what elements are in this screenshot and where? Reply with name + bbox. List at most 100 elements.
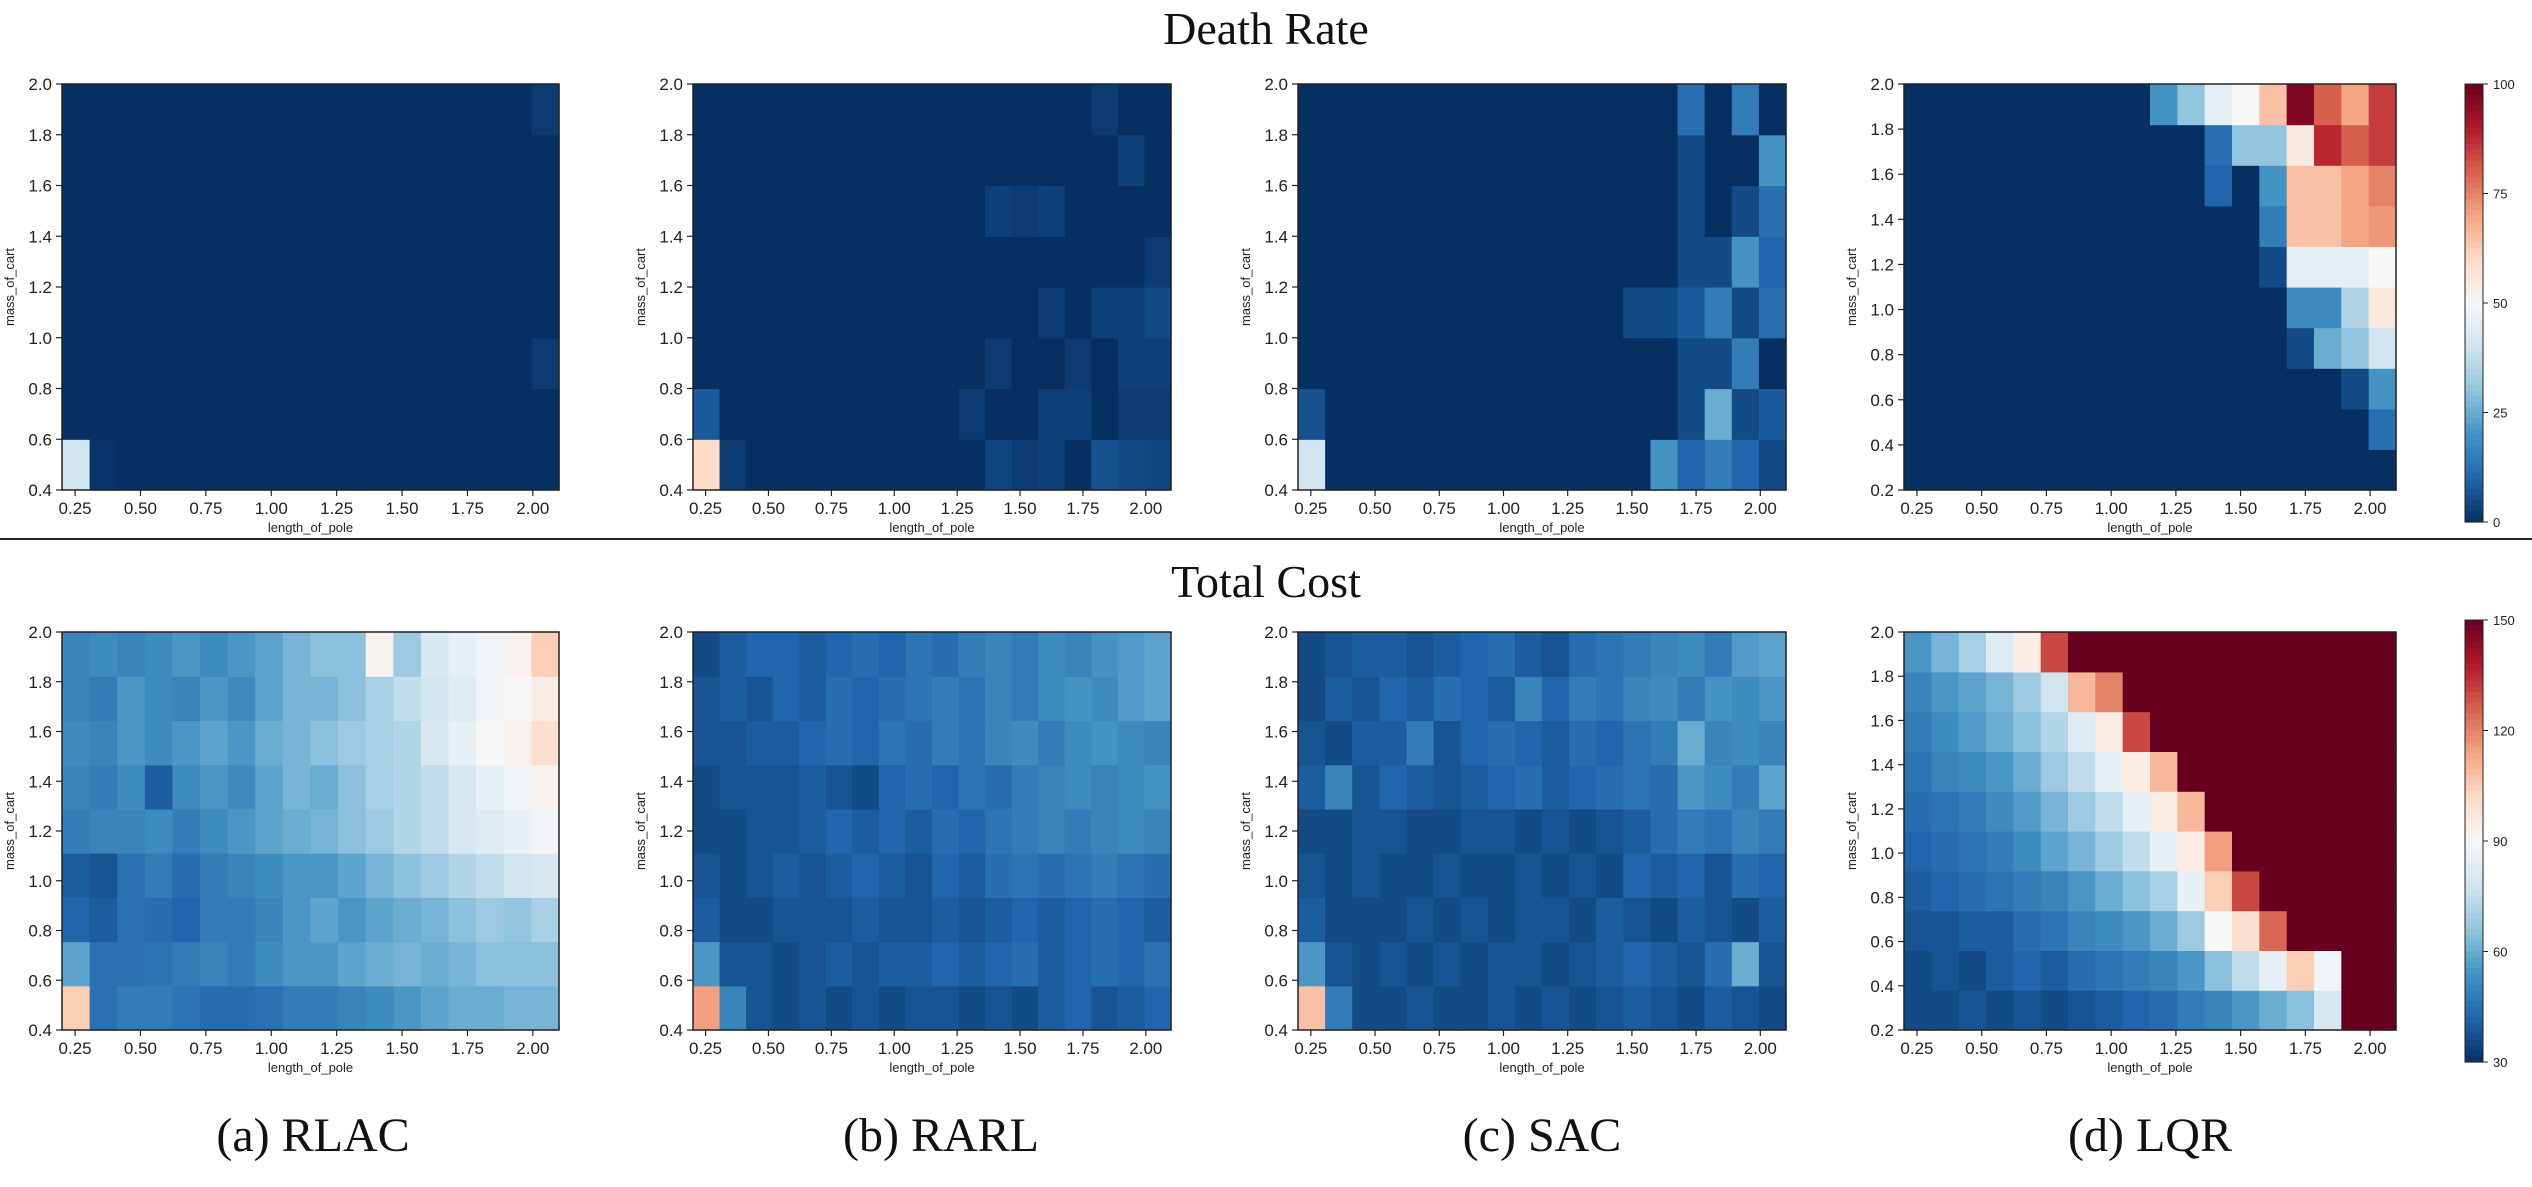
colorbar-segment xyxy=(2465,500,2483,507)
heatmap-cell xyxy=(172,720,201,766)
heatmap-cell xyxy=(1904,711,1932,752)
colorbar-segment xyxy=(2465,472,2483,479)
heatmap-cell xyxy=(1758,720,1787,766)
heatmap-cell xyxy=(338,287,367,339)
heatmap-cell xyxy=(2122,791,2151,832)
heatmap-cell xyxy=(1677,941,1706,987)
heatmap-cell xyxy=(719,632,747,677)
heatmap-cell xyxy=(448,185,477,237)
colorbar-segment xyxy=(2465,813,2483,820)
heatmap-cell xyxy=(1704,388,1733,440)
colorbar-segment xyxy=(2465,879,2483,886)
heatmap-cell xyxy=(531,985,560,1031)
colorbar-tick-label: 30 xyxy=(2493,1055,2507,1070)
heatmap-cell xyxy=(1460,941,1489,987)
heatmap-cell xyxy=(338,236,367,288)
y-tick-label: 1.6 xyxy=(1264,723,1288,742)
heatmap-cell xyxy=(1986,910,2014,951)
heatmap-cell xyxy=(172,388,201,440)
colorbar-segment xyxy=(2465,642,2483,649)
heatmap-cell xyxy=(144,764,174,810)
colorbar-segment xyxy=(2465,934,2483,942)
heatmap-cell xyxy=(1460,676,1489,722)
heatmap-cell xyxy=(2341,990,2370,1031)
heatmap-cell xyxy=(2013,990,2042,1031)
y-tick-label: 0.6 xyxy=(659,971,683,990)
heatmap-cell xyxy=(2232,831,2260,872)
heatmap-cell xyxy=(200,84,229,136)
heatmap-cell xyxy=(1325,287,1353,339)
heatmap-cell xyxy=(310,337,339,390)
heatmap-cell xyxy=(1514,941,1543,987)
heatmap-cell xyxy=(448,439,477,491)
y-tick-label: 1.2 xyxy=(659,278,683,297)
y-tick-label: 0.4 xyxy=(1264,1021,1288,1040)
heatmap-cell xyxy=(1433,897,1462,943)
heatmap-cell xyxy=(2177,287,2206,329)
heatmap-cell xyxy=(1596,897,1624,943)
x-axis-label: length_of_pole xyxy=(2107,520,2192,535)
heatmap-cell xyxy=(1542,764,1570,810)
heatmap-cell xyxy=(825,337,853,390)
y-tick-label: 1.2 xyxy=(659,822,683,841)
heatmap-cell xyxy=(144,84,174,136)
heatmap-cell xyxy=(1542,897,1570,943)
heatmap-cell xyxy=(1758,337,1787,390)
heatmap-cell xyxy=(1677,853,1706,898)
heatmap-cell xyxy=(2259,910,2288,951)
y-tick-label: 1.0 xyxy=(28,872,52,891)
heatmap-cell xyxy=(1011,897,1039,943)
heatmap-cell xyxy=(420,439,450,491)
heatmap-cell xyxy=(985,185,1013,237)
heatmap-cell xyxy=(2259,246,2288,288)
heatmap-cell xyxy=(1298,236,1326,288)
colorbar-segment xyxy=(2465,281,2483,288)
colorbar-segment xyxy=(2465,719,2483,726)
heatmap-cell xyxy=(1352,808,1380,854)
y-axis-label: mass_of_cart xyxy=(1238,248,1253,326)
heatmap-cell xyxy=(1406,941,1435,987)
heatmap-cell xyxy=(719,941,747,987)
heatmap-cell xyxy=(1352,897,1380,943)
heatmap-cell xyxy=(799,287,827,339)
heatmap-cell xyxy=(1379,941,1408,987)
heatmap-cell xyxy=(531,632,560,677)
y-tick-label: 1.8 xyxy=(659,673,683,692)
heatmap-cell xyxy=(2095,711,2124,752)
heatmap-cell xyxy=(1298,720,1326,766)
heatmap-cell xyxy=(365,853,394,898)
heatmap-cell xyxy=(172,439,201,491)
heatmap-cell xyxy=(282,287,312,339)
heatmap-cell xyxy=(531,134,560,187)
heatmap-cell xyxy=(2150,124,2178,166)
heatmap-cell xyxy=(2204,831,2233,872)
heatmap-cell xyxy=(144,134,174,187)
heatmap-cell xyxy=(2013,711,2042,752)
heatmap-cell xyxy=(1986,327,2014,369)
heatmap-cell xyxy=(958,808,986,854)
colorbar-segment xyxy=(2465,297,2483,304)
heatmap-cell xyxy=(852,941,880,987)
heatmap-cell xyxy=(719,676,747,722)
colorbar-segment xyxy=(2465,1045,2483,1052)
heatmap-cell xyxy=(2204,711,2233,752)
heatmap-cell xyxy=(420,287,450,339)
heatmap-cell xyxy=(1433,439,1462,491)
x-tick-label: 1.75 xyxy=(2289,499,2322,518)
y-tick-label: 0.4 xyxy=(1870,977,1894,996)
heatmap-cell xyxy=(2204,671,2233,713)
colorbar-segment xyxy=(2465,802,2483,809)
heatmap-cell xyxy=(2232,165,2260,207)
heatmap-cell xyxy=(200,720,229,766)
heatmap-cell xyxy=(1064,676,1092,722)
heatmap-cell xyxy=(746,764,774,810)
heatmap-cell xyxy=(144,808,174,854)
heatmap-cell xyxy=(227,388,256,440)
heatmap-cell xyxy=(1904,751,1932,792)
heatmap-cell xyxy=(825,388,853,440)
heatmap-cell xyxy=(448,897,477,943)
colorbar-segment xyxy=(2465,346,2483,353)
heatmap-cell xyxy=(338,632,367,677)
heatmap-cell xyxy=(746,941,774,987)
heatmap-cell xyxy=(1379,287,1408,339)
